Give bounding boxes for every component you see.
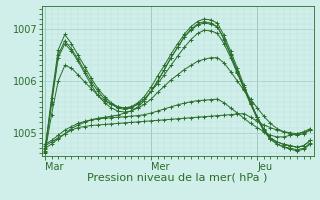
- X-axis label: Pression niveau de la mer( hPa ): Pression niveau de la mer( hPa ): [87, 173, 268, 183]
